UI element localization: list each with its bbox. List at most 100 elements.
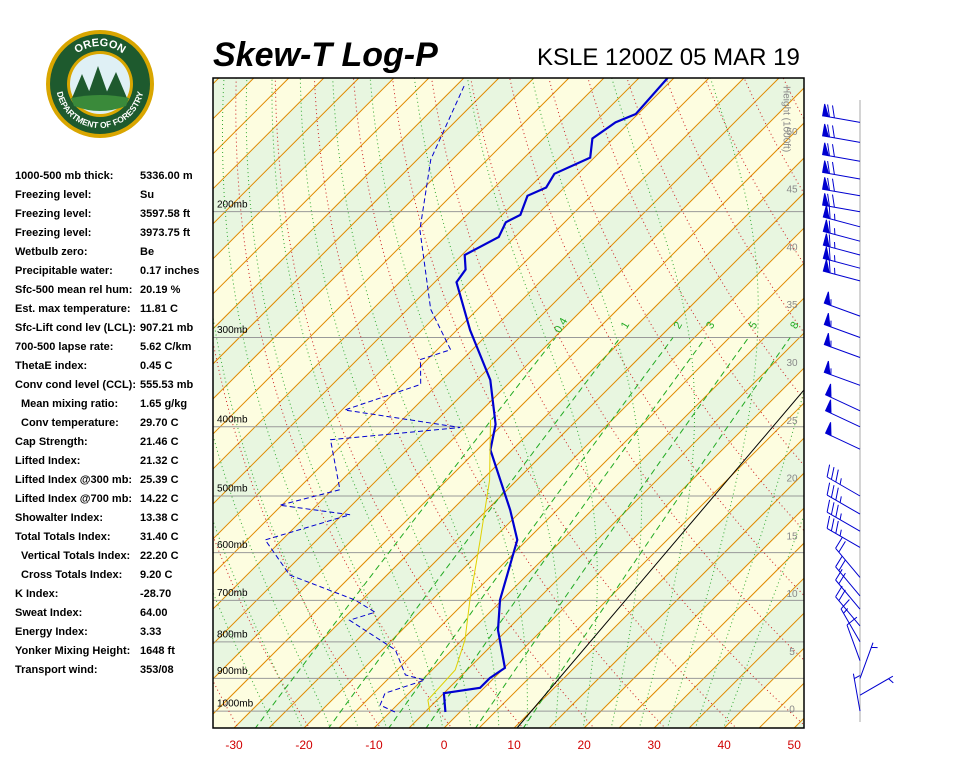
wind-barb [859, 675, 894, 696]
index-value: 13.38 C [140, 512, 179, 524]
isotherm [213, 78, 500, 365]
isotherm-band [213, 78, 804, 679]
index-label: Lifted Index: [15, 455, 80, 467]
dry-adiabat [932, 66, 960, 729]
index-label: K Index: [15, 588, 58, 600]
wind-barb [826, 515, 861, 548]
y-tick-label: 900mb [217, 666, 248, 677]
index-value: 25.39 C [140, 474, 179, 486]
isotherm [408, 332, 804, 728]
index-value: 64.00 [140, 607, 168, 619]
index-label: Est. max temperature: [15, 303, 131, 315]
y2-tick-label: 20 [786, 474, 798, 485]
dry-adiabat [665, 78, 804, 334]
logo-trees [72, 66, 127, 100]
index-label: Cap Strength: [15, 436, 88, 448]
wind-barb [824, 422, 861, 450]
index-value: Su [140, 189, 154, 201]
mixing-ratio-label: 8 [788, 320, 801, 331]
dry-adiabat [782, 78, 804, 121]
wind-barb [846, 616, 861, 661]
index-value: 3973.75 ft [140, 227, 190, 239]
wind-barb [823, 313, 861, 338]
isotherm [213, 78, 605, 470]
plot-overlay: 1000mb 900mb 800mb 700mb 600mb 500mb 400mb 300m… [212, 77, 805, 752]
index-value: Be [140, 246, 154, 258]
wind-barb [835, 585, 861, 627]
dry-adiabat [855, 66, 960, 729]
index-label: 1000-500 mb thick: [15, 170, 113, 182]
index-label: Freezing level: [15, 208, 91, 220]
index-label: Showalter Index: [15, 512, 103, 524]
isotherm [213, 122, 804, 715]
y2-axis-title: Height (1000ft) [780, 86, 791, 152]
isotherm-band [213, 88, 804, 728]
index-value: 11.81 C [140, 303, 178, 315]
wind-barb [852, 673, 861, 712]
y-tick-label: 200mb [217, 199, 248, 210]
isotherm [213, 78, 430, 295]
moist-adiabat [271, 78, 444, 728]
wind-barb [835, 569, 861, 610]
wind-barb [822, 103, 861, 123]
wind-barb [840, 599, 861, 643]
dewpoint-profile [264, 84, 465, 713]
isotherm [213, 78, 325, 190]
y-tick-label: 1000mb [217, 699, 254, 710]
isotherm-grid-line [233, 157, 804, 728]
x-tick-label: 50 [788, 738, 802, 752]
mixing-ratio-label: 2 [672, 320, 685, 331]
isotherm [213, 78, 780, 645]
isotherm-grid-line [653, 577, 804, 728]
moist-adiabat [332, 78, 500, 728]
moist-adiabat [222, 78, 388, 728]
x-tick-label: 30 [647, 738, 661, 752]
index-label: Freezing level: [15, 189, 91, 201]
index-value: 353/08 [140, 664, 174, 676]
wind-barb [824, 383, 861, 412]
logo-text-top: OREGON [72, 37, 127, 56]
y2-tick-label: 15 [786, 531, 798, 542]
isotherm [213, 78, 710, 575]
index-value: 31.40 C [140, 531, 179, 543]
chart-subtitle: KSLE 1200Z 05 MAR 19 [537, 44, 800, 71]
mixing-ratio-line [522, 337, 791, 728]
index-label: Vertical Totals Index: [21, 550, 130, 562]
isotherm [213, 87, 804, 680]
y2-tick-label: 10 [786, 589, 798, 600]
mixing-ratio-line [474, 337, 750, 728]
isotherm-grid-line [373, 297, 804, 728]
y-tick-label: 800mb [217, 629, 248, 640]
plot-frame [212, 77, 805, 729]
wind-barb [826, 482, 861, 515]
isotherm [213, 78, 570, 435]
index-label: Lifted Index @700 mb: [15, 493, 132, 505]
mixing-ratio-label: 1 [619, 320, 632, 331]
index-label: Conv temperature: [21, 417, 119, 429]
dry-adiabat [816, 66, 960, 729]
dry-adiabat [352, 78, 666, 728]
isotherm [213, 78, 675, 540]
wind-barb [822, 205, 861, 228]
dry-adiabat [213, 339, 382, 728]
dry-adiabat [893, 66, 960, 729]
temperature-profile [442, 78, 669, 713]
index-label: Cross Totals Index: [21, 569, 122, 581]
y2-tick-label: 45 [786, 185, 798, 196]
x-tick-label: 20 [577, 738, 591, 752]
y-tick-label: 300mb [217, 325, 248, 336]
isotherm [618, 542, 804, 728]
wind-barb [822, 177, 861, 197]
dry-adiabat [391, 78, 737, 728]
wind-barb [822, 259, 861, 282]
index-value: 9.20 C [140, 569, 172, 581]
y2-tick-label: 35 [786, 300, 798, 311]
y2-tick-label: 40 [786, 242, 798, 253]
index-label: Lifted Index @300 mb: [15, 474, 132, 486]
wind-barb [822, 219, 861, 242]
wind-barb [859, 642, 878, 679]
y2-tick-label: 5 [789, 647, 795, 658]
dry-adiabat [470, 78, 804, 661]
y2-tick-label: 0 [789, 705, 795, 716]
index-label: Conv cond level (CCL): [15, 379, 136, 391]
